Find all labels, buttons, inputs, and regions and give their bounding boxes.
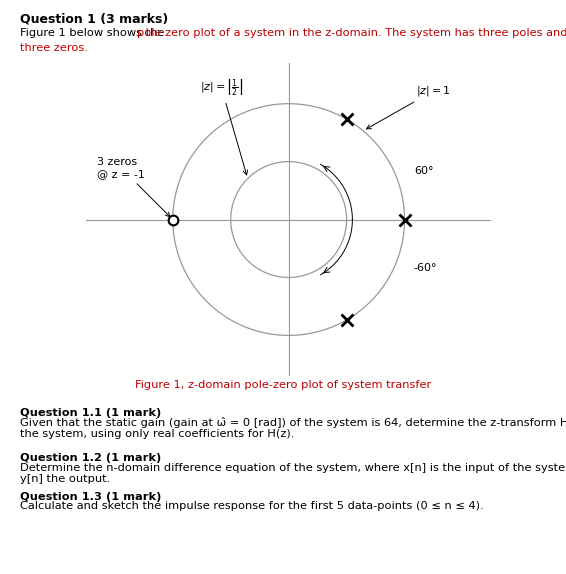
Text: Question 1 (3 marks): Question 1 (3 marks): [20, 13, 168, 26]
Text: 3 zeros
@ z = -1: 3 zeros @ z = -1: [97, 157, 170, 217]
Text: pole zero plot of a system in the z-domain. The system has three poles and: pole zero plot of a system in the z-doma…: [137, 28, 566, 37]
Text: Determine the n-domain difference equation of the system, where x[n] is the inpu: Determine the n-domain difference equati…: [20, 463, 566, 484]
Text: -60°: -60°: [414, 263, 438, 273]
Text: Calculate and sketch the impulse response for the first 5 data-points (0 ≤ n ≤ 4: Calculate and sketch the impulse respons…: [20, 501, 483, 511]
Text: $|z|=1$: $|z|=1$: [367, 84, 451, 129]
Text: Question 1.2 (1 mark): Question 1.2 (1 mark): [20, 453, 161, 463]
Text: Figure 1 below shows the: Figure 1 below shows the: [20, 28, 168, 37]
Text: Question 1.1 (1 mark): Question 1.1 (1 mark): [20, 408, 161, 417]
Text: Question 1.3 (1 mark): Question 1.3 (1 mark): [20, 492, 161, 502]
Text: Given that the static gain (gain at ω̂ = 0 [rad]) of the system is 64, determine: Given that the static gain (gain at ω̂ =…: [20, 417, 566, 439]
Text: Figure 1, z-domain pole-zero plot of system transfer: Figure 1, z-domain pole-zero plot of sys…: [135, 380, 431, 390]
Text: $|z|=\left|\frac{1}{2}\right|$: $|z|=\left|\frac{1}{2}\right|$: [200, 77, 247, 175]
Text: 60°: 60°: [414, 166, 434, 176]
Text: three zeros.: three zeros.: [20, 43, 88, 53]
